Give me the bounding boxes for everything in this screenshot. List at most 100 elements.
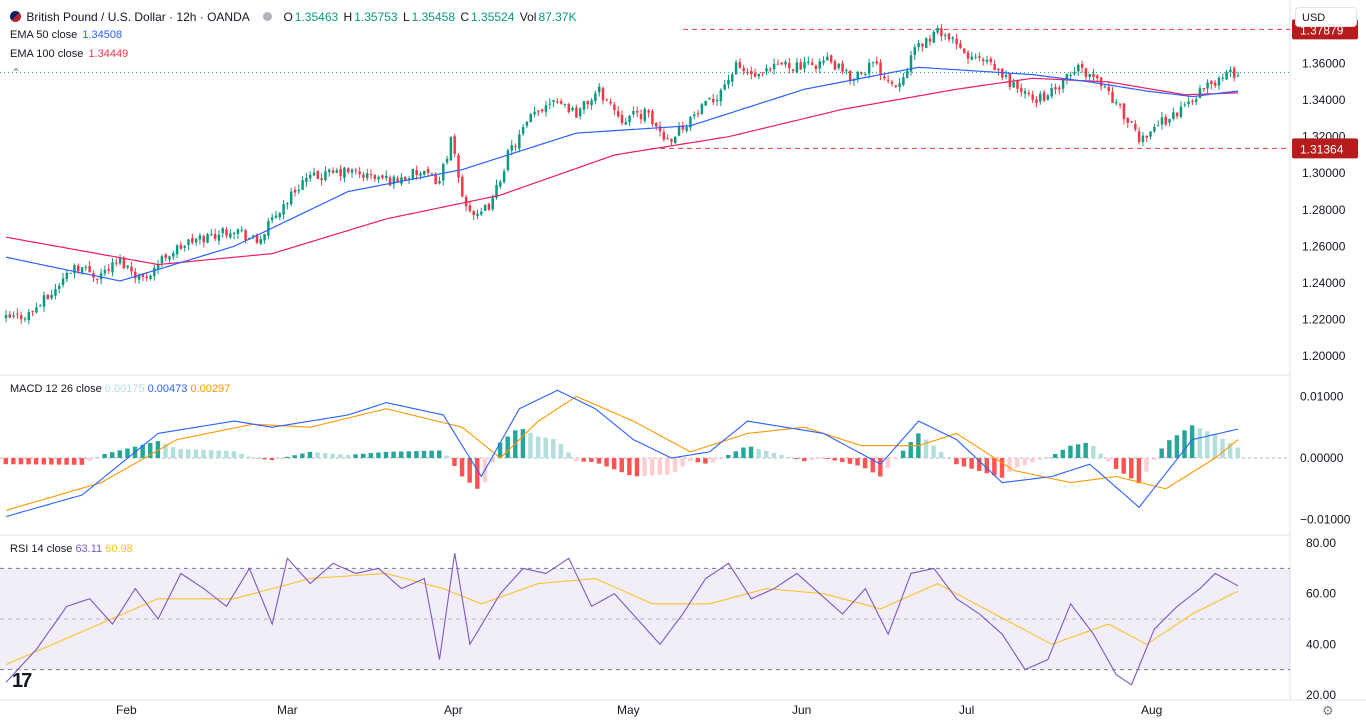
candle-body	[1210, 80, 1213, 85]
candle-body	[179, 244, 183, 249]
candle-body	[1042, 92, 1046, 101]
volume-value: 87.37K	[538, 10, 577, 24]
macd-histogram-bar	[1189, 425, 1195, 459]
candle-body	[864, 73, 867, 75]
candle-body	[928, 38, 932, 42]
candle-body	[947, 33, 951, 40]
macd-histogram-bar	[155, 441, 161, 459]
candle-body	[118, 257, 122, 264]
candle-body	[731, 74, 734, 82]
macd-histogram-bar	[870, 458, 875, 473]
candle-body	[647, 110, 650, 113]
candle-body	[1073, 72, 1076, 75]
macd-legend[interactable]: MACD 12 26 close 0.00175 0.00473 0.00297	[10, 383, 230, 395]
macd-histogram-bar	[611, 458, 617, 470]
ema50-legend[interactable]: EMA 50 close 1.34508	[10, 29, 124, 41]
open-label: O	[283, 10, 293, 24]
macd-histogram-bar	[467, 458, 472, 483]
symbol-title[interactable]: British Pound / U.S. Dollar · 12h · OAND…	[26, 10, 250, 24]
time-axis-tick: Jun	[792, 703, 811, 717]
candle-body	[924, 38, 928, 49]
macd-histogram-bar	[1182, 430, 1187, 459]
candle-body	[411, 169, 415, 180]
macd-histogram-bar	[695, 458, 701, 463]
macd-histogram-bar	[459, 458, 465, 477]
candle-body	[358, 171, 361, 175]
candle-body	[137, 274, 141, 280]
candle-body	[845, 70, 848, 72]
ema100-legend[interactable]: EMA 100 close 1.34449	[10, 48, 130, 60]
candle-body	[780, 62, 783, 65]
candle-body	[670, 139, 673, 143]
macd-histogram-bar	[627, 458, 632, 476]
candle-body	[65, 272, 69, 280]
tradingview-logo-icon[interactable]: 17	[12, 670, 32, 692]
candle-body	[1065, 73, 1069, 81]
candle-body	[46, 294, 50, 300]
macd-histogram-bar	[589, 458, 594, 462]
macd-histogram-bar	[262, 458, 267, 460]
candle-body	[419, 173, 422, 176]
candle-body	[308, 174, 312, 179]
candle-body	[738, 62, 742, 68]
macd-axis-tick: 0.01000	[1300, 389, 1344, 403]
candle-body	[902, 77, 905, 85]
candle-body	[1084, 68, 1088, 77]
candle-body	[1035, 99, 1038, 104]
candle-body	[1175, 112, 1179, 117]
candle-body	[255, 234, 259, 243]
candle-body	[31, 311, 34, 313]
rsi-value: 63.11	[75, 543, 103, 555]
candle-body	[259, 239, 262, 244]
macd-histogram-bar	[338, 454, 343, 459]
macd-histogram-bar	[954, 458, 959, 465]
macd-histogram-bar	[1167, 440, 1172, 459]
collapse-legend-icon[interactable]: ⌃	[11, 66, 22, 80]
candle-body	[571, 108, 574, 111]
candle-body	[1156, 125, 1160, 127]
candle-body	[270, 217, 274, 221]
candle-body	[1134, 123, 1137, 130]
candle-body	[772, 63, 776, 70]
macd-histogram-bar	[687, 458, 693, 462]
candle-body	[1027, 92, 1031, 94]
settings-gear-icon[interactable]: ⚙	[1322, 703, 1334, 718]
candle-body	[1118, 103, 1122, 105]
candle-body	[449, 137, 453, 161]
candle-body	[784, 61, 787, 65]
candle-body	[529, 114, 532, 122]
rsi-legend[interactable]: RSI 14 close 63.11 60.98	[10, 543, 133, 555]
candle-body	[658, 126, 662, 132]
macd-histogram-bar	[1136, 458, 1142, 484]
macd-histogram-bar	[900, 450, 906, 459]
candle-body	[989, 58, 993, 63]
macd-histogram-bar	[771, 452, 777, 459]
macd-histogram-bar	[969, 458, 974, 469]
macd-line-value: 0.00473	[147, 383, 188, 395]
candle-body	[985, 59, 989, 62]
candle-body	[1221, 77, 1225, 79]
ema50-line	[5, 66, 1239, 282]
macd-histogram-bar	[703, 458, 708, 464]
candle-body	[666, 138, 669, 140]
currency-selector[interactable]: USD	[1295, 7, 1357, 27]
macd-histogram-bar	[817, 458, 822, 460]
candle-body	[38, 305, 42, 307]
macd-histogram-bar	[406, 451, 412, 459]
price-axis-tick: 1.36000	[1302, 57, 1346, 71]
candle-body	[1141, 135, 1145, 142]
macd-histogram-bar	[604, 458, 609, 467]
macd-histogram-bar	[1014, 458, 1020, 468]
candle-body	[856, 72, 859, 79]
macd-histogram-bar	[1106, 458, 1111, 462]
macd-histogram-bar	[353, 454, 358, 459]
candle-body	[263, 234, 266, 241]
macd-histogram-bar	[1121, 458, 1126, 474]
macd-histogram-bar	[140, 444, 145, 459]
candle-body	[632, 111, 635, 115]
macd-histogram-bar	[726, 454, 731, 459]
macd-histogram-bar	[429, 450, 434, 459]
candle-body	[153, 267, 156, 277]
candle-body	[362, 174, 365, 178]
